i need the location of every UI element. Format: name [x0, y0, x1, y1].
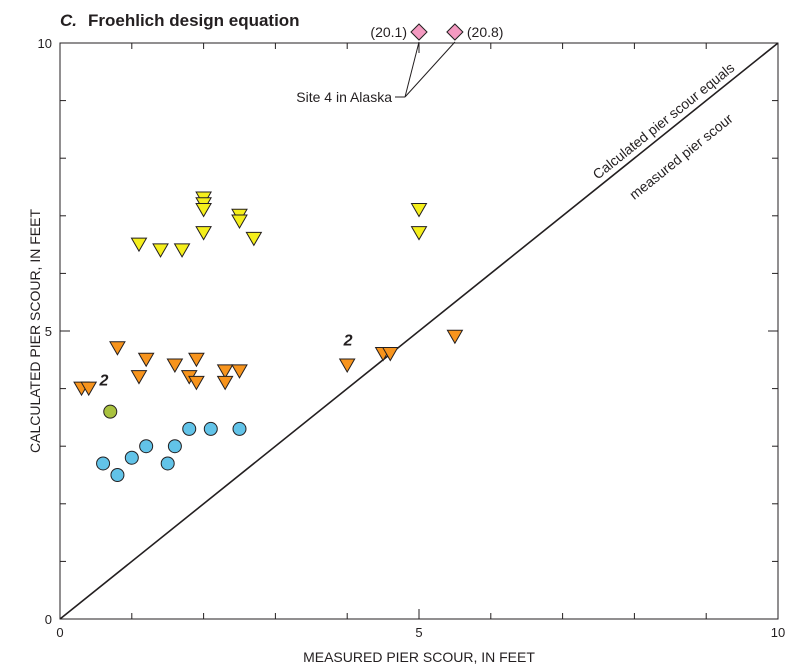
- y-tick-label: 10: [38, 36, 52, 51]
- reference-line: [59, 42, 779, 620]
- data-points: [73, 191, 464, 482]
- y-tick-label: 5: [45, 324, 52, 339]
- off-scale-diamond: [446, 23, 464, 41]
- data-point-triangle: [338, 358, 356, 374]
- overlap-count-label: 2: [343, 332, 353, 349]
- data-point-triangle: [188, 375, 205, 391]
- data-point-triangle: [410, 226, 428, 241]
- data-point-triangle: [173, 243, 191, 258]
- data-point-circle: [167, 439, 182, 454]
- data-point-triangle: [231, 214, 248, 230]
- chart-title: C. Froehlich design equation: [60, 11, 300, 30]
- data-point-triangle: [231, 364, 248, 379]
- count-labels: 22: [98, 332, 352, 389]
- data-point-circle: [110, 468, 125, 482]
- x-tick-label: 5: [415, 625, 422, 640]
- reference-line-label-2: measured pier scour: [626, 110, 736, 203]
- data-point-triangle: [80, 381, 98, 397]
- data-point-circle: [232, 421, 247, 436]
- data-point-triangle: [446, 329, 464, 345]
- off-scale-diamond: [410, 23, 428, 41]
- overlap-count-label: 2: [98, 373, 108, 390]
- x-tick-label: 0: [56, 625, 63, 640]
- leader-line: [404, 41, 456, 98]
- x-axis-label: MEASURED PIER SCOUR, IN FEET: [303, 649, 535, 665]
- data-point-triangle: [381, 347, 399, 362]
- leader-line: [404, 41, 420, 98]
- data-point-triangle: [195, 226, 212, 241]
- data-point-triangle: [137, 352, 155, 368]
- data-point-circle: [160, 456, 175, 471]
- off-scale-value-label: (20.1): [370, 24, 407, 40]
- panel-letter: C.: [60, 11, 77, 30]
- chart-title-text: Froehlich design equation: [88, 11, 300, 30]
- off-scale-annotation: Site 4 in Alaska: [296, 89, 392, 105]
- data-point-circle: [124, 450, 139, 465]
- data-point-triangle: [166, 358, 184, 374]
- data-point-triangle: [130, 370, 148, 385]
- data-point-triangle: [195, 203, 212, 218]
- y-axis-label: CALCULATED PIER SCOUR, IN FEET: [27, 209, 43, 453]
- data-point-triangle: [152, 243, 169, 258]
- axis-tick-labels: 0 5 10 0 5 10: [38, 36, 786, 640]
- data-point-circle: [96, 456, 111, 471]
- off-scale-points: (20.1) (20.8) Site 4 in Alaska: [296, 23, 504, 105]
- data-point-circle: [203, 421, 218, 436]
- axis-ticks: [59, 42, 779, 620]
- data-point-circle: [139, 439, 154, 454]
- data-point-triangle: [188, 352, 205, 368]
- data-point-triangle: [410, 203, 428, 218]
- data-point-triangle: [130, 237, 148, 253]
- data-point-triangle: [216, 375, 234, 391]
- off-scale-value-label: (20.8): [467, 24, 504, 40]
- data-point-circle: [182, 421, 197, 436]
- y-tick-label: 0: [45, 612, 52, 627]
- x-tick-label: 10: [771, 625, 785, 640]
- data-point-triangle: [245, 231, 263, 247]
- data-point-circle: [103, 404, 118, 419]
- data-point-triangle: [216, 364, 234, 379]
- data-point-triangle: [109, 341, 126, 356]
